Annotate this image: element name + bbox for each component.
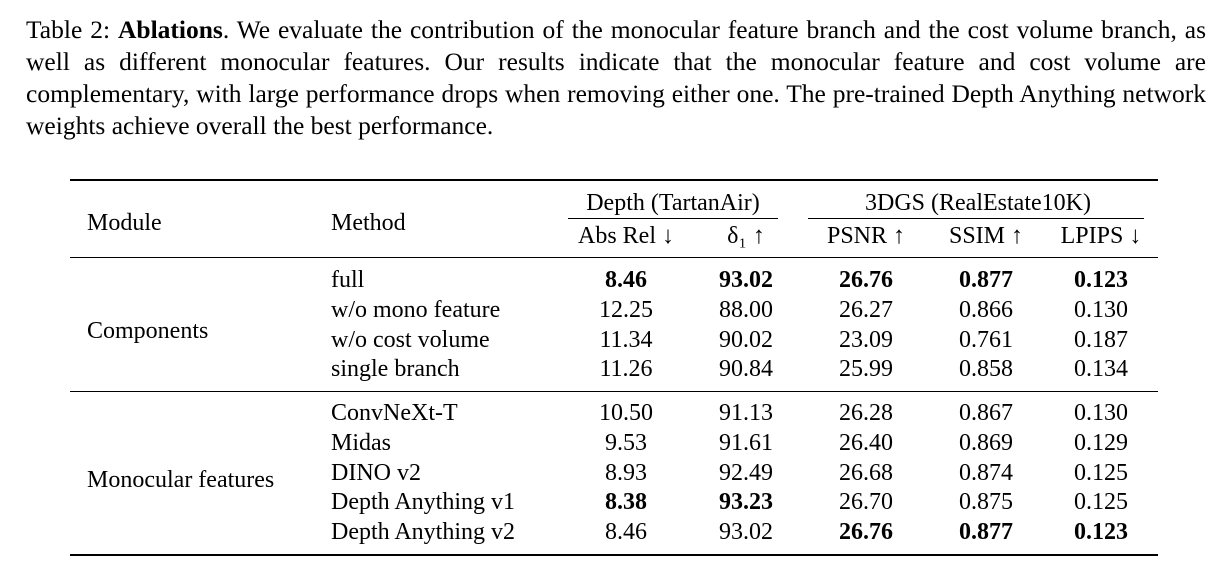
method-cell: w/o cost volume	[331, 327, 490, 353]
delta1-cell: 88.00	[719, 297, 773, 323]
caption-label: Table 2:	[26, 15, 111, 44]
lpips-cell: 0.130	[1074, 400, 1128, 426]
depth-group-underline	[568, 218, 778, 219]
module-label: Monocular features	[87, 467, 275, 493]
ssim-cell: 0.874	[959, 460, 1013, 486]
abs-rel-cell: 8.46	[605, 519, 647, 545]
group-rule	[70, 391, 1158, 392]
delta1-cell: 91.61	[719, 430, 773, 456]
col-delta1: δ₁ ↑	[727, 223, 765, 249]
delta1-cell: 90.84	[719, 356, 773, 382]
ssim-cell: 0.875	[959, 489, 1013, 515]
lpips-cell: 0.187	[1074, 327, 1128, 353]
abs-rel-cell: 10.50	[599, 400, 653, 426]
ssim-cell: 0.858	[959, 356, 1013, 382]
psnr-cell: 26.68	[839, 460, 893, 486]
psnr-cell: 26.76	[839, 519, 893, 545]
method-cell: Midas	[331, 430, 391, 456]
abs-rel-cell: 11.26	[599, 356, 653, 382]
lpips-cell: 0.125	[1074, 460, 1128, 486]
delta1-cell: 90.02	[719, 327, 773, 353]
abs-rel-cell: 8.38	[605, 489, 647, 515]
method-cell: ConvNeXt-T	[331, 400, 458, 426]
lpips-cell: 0.123	[1074, 267, 1128, 293]
col-ssim: SSIM ↑	[948, 223, 1024, 249]
header-group-depth: Depth (TartanAir)	[586, 190, 760, 216]
method-cell: full	[331, 267, 365, 293]
table-caption: Table 2: Ablations. We evaluate the cont…	[26, 14, 1206, 142]
header-group-3dgs: 3DGS (RealEstate10K)	[865, 190, 1091, 216]
header-rule	[70, 257, 1158, 258]
ssim-cell: 0.867	[959, 400, 1013, 426]
header-method: Method	[331, 210, 406, 236]
psnr-cell: 26.28	[839, 400, 893, 426]
module-label: Components	[87, 318, 209, 344]
psnr-cell: 25.99	[839, 356, 893, 382]
delta1-cell: 93.02	[719, 267, 773, 293]
psnr-cell: 26.70	[839, 489, 893, 515]
method-cell: single branch	[331, 356, 460, 382]
delta1-cell: 91.13	[719, 400, 773, 426]
lpips-cell: 0.125	[1074, 489, 1128, 515]
bottom-rule	[70, 554, 1158, 556]
col-abs-rel: Abs Rel ↓	[578, 223, 674, 249]
psnr-cell: 26.76	[839, 267, 893, 293]
psnr-cell: 26.40	[839, 430, 893, 456]
ssim-cell: 0.761	[959, 327, 1013, 353]
lpips-cell: 0.130	[1074, 297, 1128, 323]
abs-rel-cell: 11.34	[599, 327, 653, 353]
caption-title: Ablations	[117, 15, 223, 44]
method-cell: w/o mono feature	[331, 297, 501, 323]
col-lpips: LPIPS ↓	[1060, 223, 1142, 249]
method-cell: DINO v2	[331, 460, 421, 486]
delta1-cell: 93.23	[719, 489, 773, 515]
ssim-cell: 0.877	[959, 519, 1013, 545]
method-cell: Depth Anything v2	[331, 519, 515, 545]
method-cell: Depth Anything v1	[331, 489, 515, 515]
caption-text: . We evaluate the contribution of the mo…	[26, 15, 1207, 140]
lpips-cell: 0.134	[1074, 356, 1128, 382]
delta1-cell: 93.02	[719, 519, 773, 545]
ssim-cell: 0.869	[959, 430, 1013, 456]
abs-rel-cell: 12.25	[599, 297, 653, 323]
psnr-cell: 23.09	[839, 327, 893, 353]
lpips-cell: 0.123	[1074, 519, 1128, 545]
3dgs-group-underline	[808, 218, 1144, 219]
delta1-cell: 92.49	[719, 460, 773, 486]
top-rule	[70, 179, 1158, 181]
ssim-cell: 0.877	[959, 267, 1013, 293]
abs-rel-cell: 9.53	[605, 430, 647, 456]
psnr-cell: 26.27	[839, 297, 893, 323]
col-psnr: PSNR ↑	[826, 223, 906, 249]
header-module: Module	[87, 210, 162, 236]
lpips-cell: 0.129	[1074, 430, 1128, 456]
ssim-cell: 0.866	[959, 297, 1013, 323]
abs-rel-cell: 8.93	[605, 460, 647, 486]
abs-rel-cell: 8.46	[605, 267, 647, 293]
